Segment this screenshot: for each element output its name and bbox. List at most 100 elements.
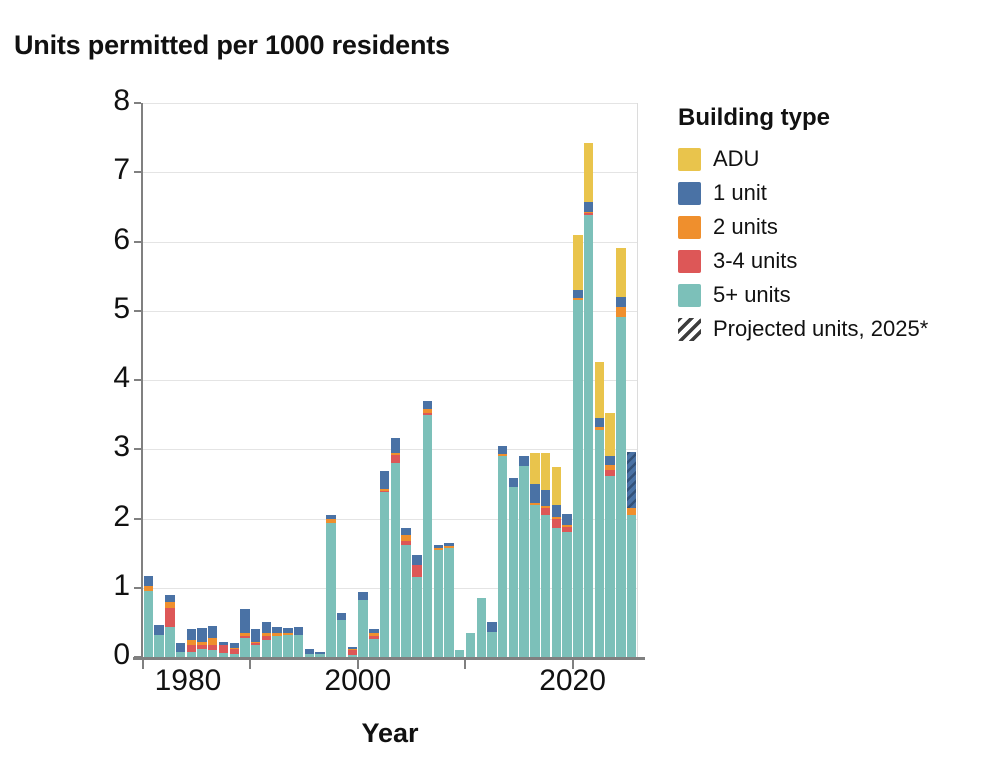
segment-1-unit-1988 (229, 643, 239, 648)
segment-5-units-1989 (240, 637, 250, 657)
bar-2024 (616, 103, 626, 657)
segment-2-units-2006 (422, 409, 433, 413)
segment-2-units-1985 (197, 641, 207, 646)
y-tick-label-5: 5 (113, 291, 130, 325)
gridline-y-8 (143, 103, 637, 104)
segment-3-4-units-1989 (240, 635, 250, 638)
plot-area (133, 102, 645, 669)
segment-5-units-2025 (626, 515, 637, 657)
x-tick-2020 (571, 660, 574, 669)
bar-2019 (562, 103, 572, 657)
segment-1-unit-1999 (347, 647, 358, 649)
x-axis-title: Year (361, 718, 419, 748)
y-tick-label-6: 6 (113, 222, 130, 256)
two-units-swatch-icon (678, 215, 701, 239)
segment-2-units-2013 (497, 454, 508, 457)
legend-list: ADU 1 unit 2 units 3-4 units 5+ units Pr… (678, 142, 928, 346)
x-axis-line (133, 657, 645, 660)
x-tick-1980 (142, 660, 144, 669)
segment-2-units-2020 (573, 297, 583, 301)
y-tick-label-3: 3 (113, 430, 130, 464)
bar-1989 (240, 103, 250, 657)
segment-5-units-1980 (143, 591, 154, 657)
segment-5-units-2004 (401, 544, 411, 657)
segment-3-4-units-1999 (347, 649, 358, 655)
x-tick-1990 (249, 660, 252, 669)
segment-1-unit-2005 (412, 554, 422, 565)
segment-3-4-units-2021 (583, 213, 594, 216)
segment-5-units-1999 (347, 654, 358, 657)
segment-5-units-2017 (540, 515, 551, 657)
bar-1992 (272, 103, 282, 657)
legend-label: 5+ units (713, 282, 791, 307)
bar-2006 (422, 103, 433, 657)
bar-2004 (401, 103, 411, 657)
legend-item-1-unit: 1 unit (678, 176, 928, 210)
segment-5-units-2024 (616, 316, 626, 657)
legend-label: 1 unit (713, 180, 767, 205)
segment-1-unit-1983 (175, 643, 186, 653)
legend-item-adu: ADU (678, 142, 928, 176)
segment-1-unit-2022 (594, 418, 605, 428)
segment-1-unit-1986 (208, 625, 218, 638)
segment-1-unit-1992 (272, 626, 282, 634)
segment-2-units-2007 (433, 548, 443, 550)
segment-3-4-units-2001 (369, 636, 379, 639)
bar-2013 (497, 103, 508, 657)
segment-5-units-2011 (476, 598, 486, 657)
segment-1-unit-1996 (315, 652, 325, 655)
segment-2-units-1984 (186, 640, 196, 646)
segment-3-4-units-1987 (218, 644, 229, 653)
segment-1-unit-2013 (497, 445, 508, 455)
segment-1-unit-1995 (304, 649, 315, 654)
y-tick-5 (134, 309, 141, 312)
segment-adu-2021 (583, 143, 594, 203)
y-tick-3 (134, 448, 141, 451)
bar-2017 (540, 103, 551, 657)
segment-5-units-2021 (583, 215, 594, 657)
segment-3-4-units-1982 (165, 607, 175, 628)
gridline-y-7 (143, 172, 637, 174)
bar-2022 (594, 103, 605, 657)
y-tick-1 (134, 586, 141, 589)
segment-5-units-2022 (594, 429, 605, 657)
segment-5-units-2002 (379, 492, 390, 657)
segment-1-unit-2017 (540, 490, 551, 507)
gridline-y-2 (143, 518, 637, 520)
segment-1-unit-1998 (336, 612, 347, 621)
bar-2001 (369, 103, 379, 657)
segment-1-unit-1980 (143, 576, 154, 587)
segment-2-units-2016 (530, 502, 540, 505)
segment-2-units-1999 (347, 648, 358, 650)
bar-1990 (250, 103, 261, 657)
segment-5-units-1995 (304, 653, 315, 657)
y-tick-label-1: 1 (113, 568, 130, 602)
segment-adu-2022 (594, 362, 605, 419)
segment-5-units-2006 (422, 414, 433, 657)
segment-2-units-2008 (444, 546, 454, 549)
segment-5-units-1986 (208, 650, 218, 657)
segment-5-units-2012 (487, 632, 497, 657)
segment-5-units-1993 (283, 634, 293, 657)
segment-1-unit-2018 (551, 505, 562, 518)
segment-5-units-2007 (433, 549, 443, 657)
bar-2014 (508, 103, 519, 657)
y-tick-2 (134, 517, 141, 520)
bar-1982 (165, 103, 175, 657)
segment-1-unit-1993 (283, 627, 293, 634)
legend-label: ADU (713, 146, 760, 171)
segment-5-units-1990 (250, 644, 261, 657)
bar-2010 (465, 103, 476, 657)
segment-1-unit-2007 (433, 544, 443, 549)
segment-3-4-units-1986 (208, 644, 218, 651)
segment-1-unit-1985 (197, 627, 207, 642)
segment-1-unit-2002 (379, 470, 390, 490)
bar-2002 (379, 103, 390, 657)
segment-3-4-units-2005 (412, 564, 422, 577)
segment-1-unit-2015 (519, 456, 529, 466)
segment-2-units-1982 (165, 601, 175, 608)
bar-1991 (261, 103, 272, 657)
legend-header: Building type (678, 104, 830, 131)
segment-5-units-1987 (218, 652, 229, 657)
segment-2-units-1988 (229, 648, 239, 650)
